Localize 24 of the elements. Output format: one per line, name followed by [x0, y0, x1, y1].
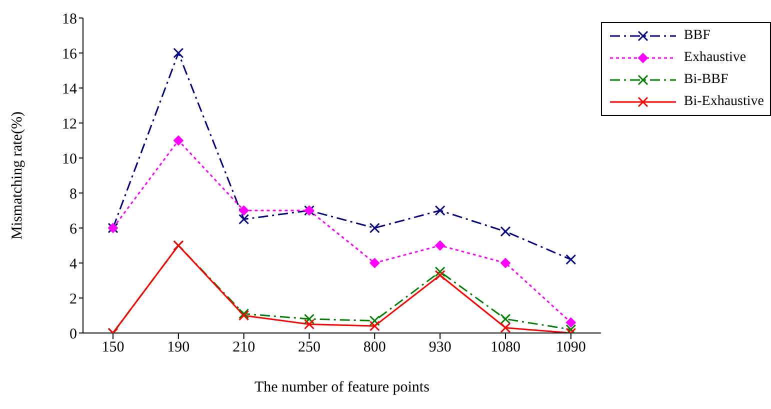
y-tick-label: 4	[70, 256, 78, 272]
y-tick-label: 8	[70, 186, 77, 202]
legend-label: Exhaustive	[684, 50, 746, 66]
x-tick-label: 1080	[490, 340, 520, 356]
y-tick-label: 2	[70, 291, 77, 308]
y-tick-label: 6	[70, 221, 78, 238]
y-tick-label: 14	[62, 81, 78, 98]
y-tick-label: 0	[70, 326, 77, 342]
legend-label: Bi-Exhaustive	[684, 94, 764, 110]
legend-label: BBF	[684, 28, 710, 44]
x-tick-label: 1090	[556, 340, 586, 356]
x-tick-label: 250	[298, 340, 320, 356]
x-tick-label: 190	[167, 340, 190, 356]
y-tick-label: 16	[62, 46, 78, 62]
y-tick-label: 10	[62, 151, 77, 168]
x-tick-label: 800	[363, 340, 386, 356]
y-axis-title: Mismatching rate(%)	[9, 112, 26, 240]
x-tick-label: 150	[102, 340, 124, 356]
x-axis-title: The number of feature points	[254, 380, 430, 396]
x-tick-label: 930	[428, 340, 452, 356]
y-tick-label: 12	[62, 116, 77, 132]
legend-label: Bi-BBF	[684, 72, 728, 88]
y-tick-label: 18	[62, 11, 77, 28]
x-tick-label: 210	[232, 340, 256, 356]
